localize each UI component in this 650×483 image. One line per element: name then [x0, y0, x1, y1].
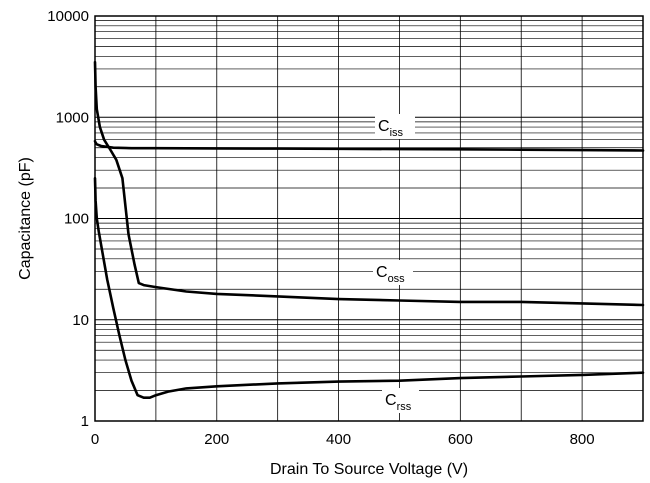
series-line-ciss [93, 139, 645, 152]
series-label-background [373, 260, 413, 285]
x-tick-label: 400 [326, 431, 351, 448]
x-tick-label: 800 [570, 431, 595, 448]
plot-frame [94, 15, 644, 422]
y-tick-label: 1 [81, 413, 89, 430]
y-tick-label: 10000 [47, 8, 89, 25]
series-labels: Ciss Coss Crss [373, 114, 419, 413]
x-tick-label: 600 [448, 431, 473, 448]
series-label-background [382, 388, 419, 413]
y-tick-label: 1000 [56, 109, 89, 126]
y-tick-label: 10 [72, 312, 89, 329]
series-label-ciss: Ciss [378, 118, 404, 139]
y-axis-title: Capacitance (pF) [17, 157, 34, 280]
x-axis-title: Drain To Source Voltage (V) [270, 461, 468, 478]
series-label-coss: Coss [376, 264, 405, 285]
x-tick-label: 200 [204, 431, 229, 448]
series-layer [93, 60, 645, 400]
tick-labels: 0 200 400 600 800 1 10 100 1000 10000 [47, 8, 594, 448]
grid [95, 16, 643, 421]
series-label-crss: Crss [385, 392, 412, 413]
series-line-coss [93, 60, 645, 307]
y-tick-label: 100 [64, 211, 89, 228]
series-label-background [375, 114, 415, 139]
series-line-crss [93, 176, 645, 400]
x-tick-label: 0 [91, 431, 99, 448]
